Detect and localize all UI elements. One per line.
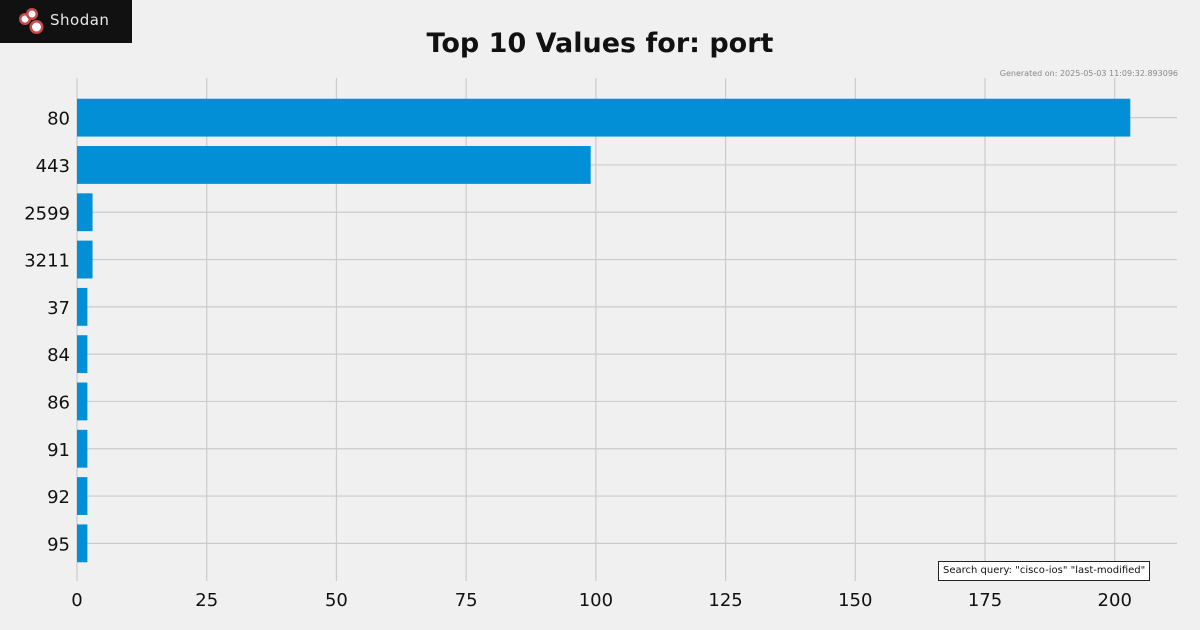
y-tick-label-80: 80 bbox=[47, 109, 70, 130]
x-tick-label-5: 125 bbox=[708, 590, 742, 611]
x-tick-label-1: 25 bbox=[195, 590, 218, 611]
y-tick-label-91: 91 bbox=[47, 440, 70, 461]
x-tick-label-2: 50 bbox=[325, 590, 348, 611]
y-tick-label-37: 37 bbox=[47, 298, 70, 319]
x-tick-label-6: 150 bbox=[838, 590, 872, 611]
bar-37 bbox=[77, 287, 88, 326]
bar-3211 bbox=[77, 240, 93, 279]
x-tick-label-3: 75 bbox=[455, 590, 478, 611]
chart-title: Top 10 Values for: port bbox=[426, 28, 774, 59]
shodan-logo-icon bbox=[19, 8, 44, 34]
y-tick-label-2599: 2599 bbox=[24, 203, 70, 224]
bar-91 bbox=[77, 429, 88, 468]
x-tick-label-0: 0 bbox=[71, 590, 82, 611]
y-tick-label-95: 95 bbox=[47, 534, 70, 555]
generated-timestamp: Generated on: 2025-05-03 11:09:32.893096 bbox=[999, 69, 1178, 78]
bar-80 bbox=[77, 98, 1131, 137]
bar-92 bbox=[77, 477, 88, 515]
x-tick-label-8: 200 bbox=[1098, 590, 1132, 611]
y-tick-label-92: 92 bbox=[47, 487, 70, 508]
bar-84 bbox=[77, 335, 88, 374]
search-query-box: Search query: "cisco-ios" "last-modified… bbox=[938, 561, 1151, 581]
x-tick-label-4: 100 bbox=[579, 590, 613, 611]
bar-2599 bbox=[77, 193, 93, 232]
y-tick-label-84: 84 bbox=[47, 345, 70, 366]
y-tick-label-443: 443 bbox=[36, 156, 70, 177]
bar-443 bbox=[77, 146, 591, 184]
x-tick-label-7: 175 bbox=[968, 590, 1002, 611]
bar-86 bbox=[77, 382, 88, 421]
logo-text: Shodan bbox=[50, 11, 110, 29]
y-tick-label-86: 86 bbox=[47, 392, 70, 413]
bar-95 bbox=[77, 524, 88, 563]
y-tick-label-3211: 3211 bbox=[24, 251, 70, 272]
shodan-logo: Shodan bbox=[0, 0, 132, 43]
